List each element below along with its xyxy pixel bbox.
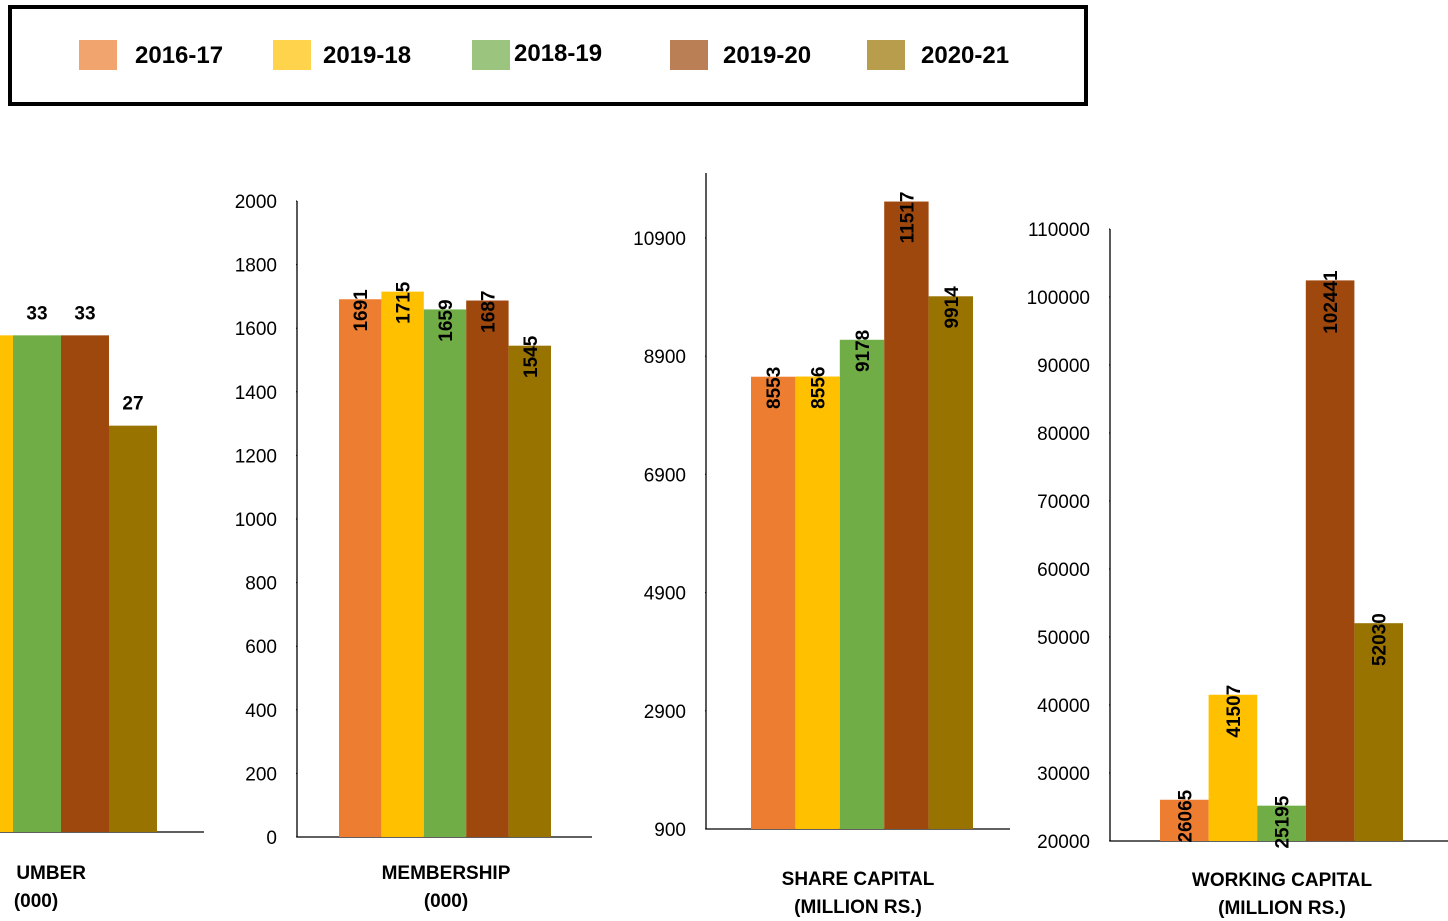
axis-title: WORKING CAPITAL — [1192, 870, 1373, 891]
bar — [466, 300, 509, 837]
legend-swatch — [79, 40, 117, 70]
legend-swatch — [867, 40, 905, 70]
y-tick-label: 1200 — [235, 446, 277, 467]
y-tick-label: 200 — [245, 764, 277, 785]
data-label: 33 — [74, 303, 95, 324]
y-tick-label: 1800 — [235, 256, 277, 277]
legend-label: 2018-19 — [514, 40, 602, 67]
axis-title: (000) — [424, 891, 468, 912]
y-tick-label: 2900 — [644, 702, 686, 723]
axis-title: (MILLION RS.) — [1218, 898, 1346, 919]
bar — [795, 376, 840, 829]
data-label: 9178 — [853, 330, 874, 372]
data-label: 26065 — [1175, 789, 1196, 842]
bar — [1208, 694, 1258, 841]
bar — [61, 335, 109, 832]
bar — [423, 309, 467, 837]
y-tick-label: 90000 — [1037, 356, 1090, 377]
data-label: 41507 — [1224, 685, 1245, 738]
data-label: 11517 — [897, 192, 918, 244]
y-tick-label: 50000 — [1037, 628, 1090, 649]
data-label: 1545 — [521, 335, 542, 378]
bar — [839, 339, 885, 829]
legend-swatch — [472, 40, 510, 70]
y-tick-label: 4900 — [644, 584, 686, 605]
legend-label: 2019-18 — [323, 42, 411, 69]
legend-swatch — [273, 40, 311, 70]
y-tick-label: 1600 — [235, 319, 277, 340]
bar — [508, 345, 551, 837]
bar — [13, 335, 61, 832]
bar — [884, 201, 929, 829]
y-tick-label: 1000 — [235, 510, 277, 531]
y-tick-label: 800 — [245, 574, 277, 595]
y-tick-label: 30000 — [1037, 764, 1090, 785]
bar — [1354, 623, 1403, 841]
y-tick-label: 70000 — [1037, 492, 1090, 513]
y-tick-label: 40000 — [1037, 696, 1090, 717]
axis-title: (MILLION RS.) — [794, 897, 922, 918]
data-label: 8556 — [809, 367, 830, 409]
y-tick-label: 600 — [245, 637, 277, 658]
y-tick-label: 8900 — [644, 347, 686, 368]
y-tick-label: 2000 — [235, 192, 277, 213]
data-label: 1659 — [436, 299, 457, 341]
data-label: 8553 — [764, 367, 785, 409]
axis-title: UMBER — [16, 863, 86, 884]
y-tick-label: 80000 — [1037, 424, 1090, 445]
axis-title: MEMBERSHIP — [382, 863, 511, 884]
data-label: 27 — [122, 394, 143, 415]
data-label: 25195 — [1273, 795, 1294, 848]
axis-title: (000) — [14, 891, 58, 912]
data-label: 1715 — [394, 281, 415, 324]
y-tick-label: 1400 — [235, 383, 277, 404]
bar — [1305, 280, 1355, 841]
data-label: 9914 — [942, 286, 963, 329]
axis-title: SHARE CAPITAL — [782, 869, 935, 890]
bar — [1257, 805, 1306, 841]
bar — [1160, 799, 1209, 841]
bar — [0, 335, 13, 832]
data-label: 52030 — [1370, 613, 1391, 666]
bar — [381, 291, 424, 837]
bar — [109, 425, 157, 832]
y-tick-label: 0 — [266, 828, 277, 849]
data-label: 1691 — [351, 289, 372, 332]
legend-label: 2016-17 — [135, 42, 223, 69]
data-label: 102441 — [1321, 270, 1342, 334]
bar — [339, 299, 382, 838]
data-label: 33 — [26, 303, 47, 324]
y-tick-label: 100000 — [1027, 288, 1090, 309]
y-tick-label: 10900 — [633, 229, 686, 250]
y-tick-label: 60000 — [1037, 560, 1090, 581]
legend-swatch — [670, 40, 708, 70]
y-tick-label: 400 — [245, 701, 277, 722]
y-tick-label: 20000 — [1037, 832, 1090, 853]
y-tick-label: 6900 — [644, 465, 686, 486]
bar — [751, 376, 796, 829]
legend-label: 2020-21 — [921, 42, 1009, 69]
data-label: 1687 — [478, 291, 499, 333]
bar — [928, 296, 973, 829]
y-tick-label: 110000 — [1028, 220, 1090, 241]
legend-box — [8, 5, 1088, 106]
y-tick-label: 900 — [654, 820, 686, 841]
legend-label: 2019-20 — [723, 42, 811, 69]
